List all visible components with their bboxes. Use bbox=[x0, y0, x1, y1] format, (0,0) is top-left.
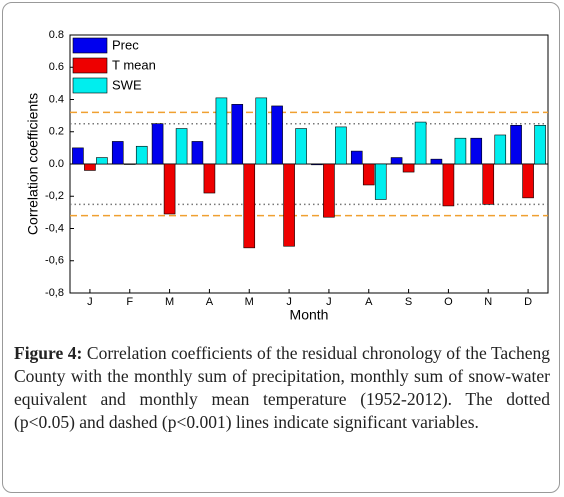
bar bbox=[311, 163, 323, 166]
y-tick-label: 0.2 bbox=[49, 126, 64, 138]
x-tick-label: D bbox=[524, 296, 532, 308]
bar bbox=[522, 163, 534, 199]
x-tick-label: N bbox=[484, 296, 492, 308]
bar bbox=[96, 157, 108, 165]
bar bbox=[111, 141, 124, 165]
figure-frame bbox=[2, 2, 560, 493]
y-tick-label: -0,6 bbox=[45, 255, 64, 267]
bar bbox=[374, 163, 387, 200]
x-tick-label: J bbox=[326, 296, 332, 308]
bar bbox=[390, 157, 403, 165]
y-tick-label: -0,8 bbox=[45, 287, 64, 299]
bar bbox=[72, 147, 84, 165]
x-axis-label: Month bbox=[290, 307, 329, 323]
bar bbox=[215, 97, 228, 165]
bar bbox=[123, 163, 136, 165]
bar bbox=[350, 150, 363, 165]
bar bbox=[151, 123, 164, 165]
bar bbox=[402, 163, 415, 173]
bar bbox=[323, 163, 335, 218]
x-tick-label: J bbox=[87, 296, 93, 308]
x-tick-label: A bbox=[365, 296, 373, 308]
bar bbox=[203, 163, 216, 194]
bar bbox=[534, 125, 546, 165]
y-tick-label: 0.6 bbox=[49, 61, 64, 73]
bar bbox=[494, 134, 507, 165]
y-tick-label: 0.0 bbox=[49, 158, 64, 170]
chart: Correlation coefficients Month -0,8 -0,6 -… bbox=[25, 29, 549, 323]
bar bbox=[231, 104, 244, 165]
x-tick-label: A bbox=[206, 296, 214, 308]
caption-text: Correlation coefficients of the residual… bbox=[14, 343, 550, 432]
bar bbox=[271, 105, 283, 165]
bar bbox=[135, 145, 148, 165]
y-axis-label: Correlation coefficients bbox=[25, 93, 41, 235]
bar bbox=[335, 126, 347, 165]
bar bbox=[442, 163, 455, 207]
bar bbox=[175, 128, 188, 165]
y-tick-label: 0.4 bbox=[49, 93, 64, 105]
bar bbox=[454, 137, 467, 165]
x-tick-label: F bbox=[126, 296, 133, 308]
bar bbox=[295, 128, 307, 165]
y-tick-label: 0.8 bbox=[49, 29, 64, 41]
x-tick-label: S bbox=[405, 296, 412, 308]
bar bbox=[163, 163, 176, 215]
legend-swatch bbox=[72, 37, 108, 54]
y-tick-label: -0,4 bbox=[45, 222, 64, 234]
bar bbox=[362, 163, 375, 186]
legend-swatch bbox=[72, 77, 108, 94]
bar bbox=[430, 158, 443, 165]
legend-label: T mean bbox=[112, 57, 156, 72]
x-tick-label: J bbox=[286, 296, 292, 308]
y-tick-label: -0,2 bbox=[45, 190, 64, 202]
bar bbox=[414, 121, 427, 165]
x-tick-label: M bbox=[245, 296, 254, 308]
legend-swatch bbox=[72, 57, 108, 74]
x-tick-label: O bbox=[444, 296, 453, 308]
caption-label: Figure 4: bbox=[14, 343, 83, 363]
bar bbox=[243, 163, 256, 249]
bar bbox=[191, 141, 204, 165]
caption: Figure 4: Correlation coefficients of th… bbox=[14, 342, 550, 434]
legend-label: SWE bbox=[112, 77, 142, 92]
bar bbox=[470, 137, 483, 165]
bar bbox=[482, 163, 495, 205]
bar bbox=[510, 125, 522, 165]
legend-label: Prec bbox=[112, 37, 139, 52]
bar bbox=[255, 97, 268, 165]
bar bbox=[283, 163, 295, 247]
bar bbox=[84, 163, 96, 171]
x-tick-label: M bbox=[165, 296, 174, 308]
